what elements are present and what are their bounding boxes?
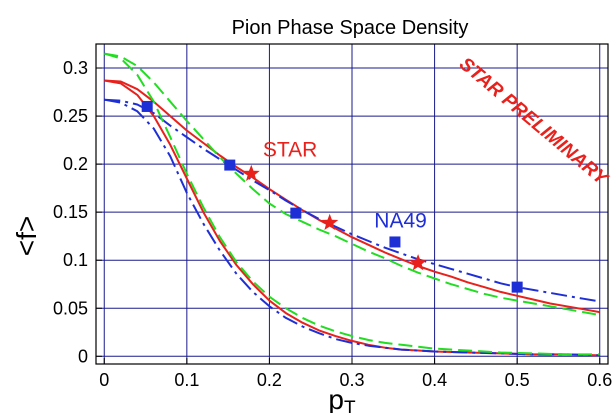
series-line-2 bbox=[104, 52, 600, 316]
x-tick-label-0: 0 bbox=[99, 370, 109, 390]
y-tick-label-0: 0 bbox=[78, 346, 88, 366]
series-line-4 bbox=[104, 98, 600, 357]
x-tick-label-2: 0.2 bbox=[257, 370, 282, 390]
annotation-star: STAR bbox=[263, 138, 317, 161]
y-tick-label-1: 0.05 bbox=[53, 298, 88, 318]
y-axis-label: <f> bbox=[11, 216, 42, 256]
y-tick-label-6: 0.3 bbox=[63, 58, 88, 78]
na49-marker-3 bbox=[389, 236, 401, 248]
y-axis-ticks: 0 0.05 0.1 0.15 0.2 0.25 0.3 bbox=[53, 58, 102, 366]
star-marker-0 bbox=[242, 164, 260, 181]
y-tick-label-5: 0.25 bbox=[53, 106, 88, 126]
x-axis-label-main: p bbox=[328, 384, 344, 413]
x-axis-label: pT bbox=[328, 384, 356, 413]
na49-marker-0 bbox=[141, 100, 153, 112]
grid bbox=[96, 44, 608, 364]
na49-marker-1 bbox=[224, 159, 236, 171]
x-axis-ticks: 0 0.1 0.2 0.3 0.4 0.5 0.6 bbox=[99, 358, 612, 390]
x-tick-label-4: 0.4 bbox=[422, 370, 447, 390]
series-line-5 bbox=[104, 52, 600, 356]
na49-marker-4 bbox=[511, 281, 523, 293]
x-tick-label-5: 0.5 bbox=[505, 370, 530, 390]
na49-marker-2 bbox=[290, 207, 302, 219]
y-tick-label-2: 0.1 bbox=[63, 250, 88, 270]
y-tick-label-3: 0.15 bbox=[53, 202, 88, 222]
markers-group bbox=[141, 100, 523, 293]
annotation-na49: NA49 bbox=[374, 210, 427, 233]
x-axis-label-sub: T bbox=[344, 398, 356, 413]
series-line-0 bbox=[104, 79, 600, 314]
star-marker-2 bbox=[409, 254, 427, 271]
y-tick-label-4: 0.2 bbox=[63, 154, 88, 174]
chart-title: Pion Phase Space Density bbox=[232, 17, 469, 39]
x-tick-label-3: 0.3 bbox=[339, 370, 364, 390]
star-marker-1 bbox=[321, 213, 339, 230]
x-tick-label-1: 0.1 bbox=[174, 370, 199, 390]
x-tick-label-6: 0.6 bbox=[587, 370, 612, 390]
